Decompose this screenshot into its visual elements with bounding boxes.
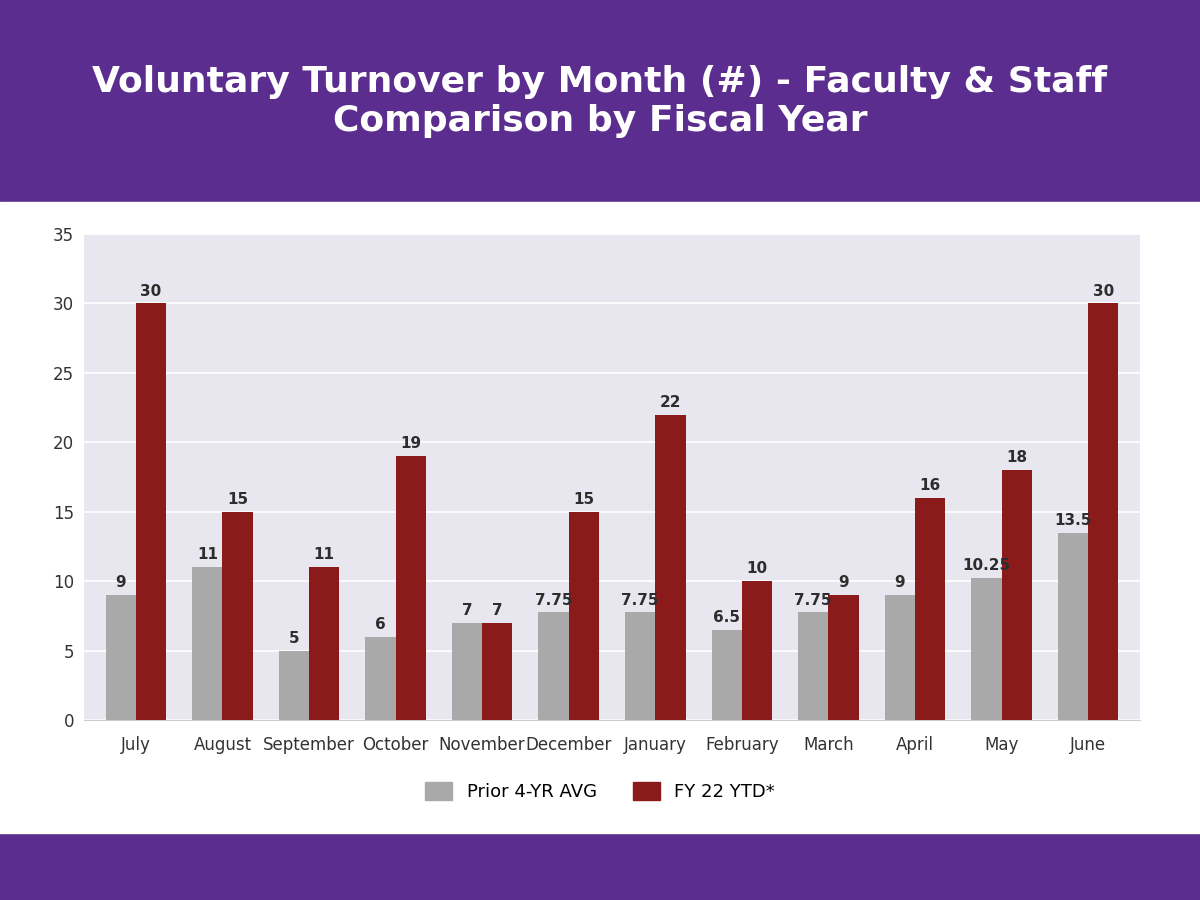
Text: 6: 6 [376, 616, 386, 632]
Bar [828, 595, 859, 720]
Text: 11: 11 [197, 547, 218, 562]
Bar [365, 636, 396, 720]
Text: 22: 22 [660, 395, 682, 410]
Text: 7.75: 7.75 [794, 592, 832, 608]
Text: Voluntary Turnover by Month (#) - Faculty & Staff
Comparison by Fiscal Year: Voluntary Turnover by Month (#) - Facult… [92, 65, 1108, 138]
Legend: Prior 4-YR AVG, FY 22 YTD*: Prior 4-YR AVG, FY 22 YTD* [425, 781, 775, 801]
Text: 7: 7 [462, 603, 473, 618]
Bar [569, 512, 599, 720]
Bar [1002, 470, 1032, 720]
Text: 30: 30 [1092, 284, 1114, 299]
Bar [539, 612, 569, 720]
Text: 11: 11 [313, 547, 335, 562]
Bar [1057, 533, 1088, 720]
Text: 5: 5 [288, 631, 299, 645]
Bar [136, 303, 167, 720]
Bar [310, 567, 340, 720]
Bar [192, 567, 222, 720]
Bar [914, 498, 946, 720]
Bar [742, 581, 772, 720]
Text: 10: 10 [746, 562, 768, 576]
Bar [625, 612, 655, 720]
Bar [1088, 303, 1118, 720]
Bar [798, 612, 828, 720]
Bar [106, 595, 136, 720]
Text: 6.5: 6.5 [713, 610, 740, 625]
Text: 7.75: 7.75 [622, 592, 659, 608]
Text: 16: 16 [919, 478, 941, 493]
Text: 15: 15 [574, 492, 594, 507]
Bar [971, 578, 1002, 720]
Text: 7: 7 [492, 603, 503, 618]
Bar [396, 456, 426, 720]
Text: 10.25: 10.25 [962, 558, 1010, 572]
Bar [222, 512, 253, 720]
Text: 9: 9 [839, 575, 848, 590]
Text: 7.75: 7.75 [535, 592, 572, 608]
Text: 9: 9 [894, 575, 905, 590]
Bar [655, 415, 685, 720]
Text: 9: 9 [115, 575, 126, 590]
Bar [482, 623, 512, 720]
Bar [452, 623, 482, 720]
Bar [712, 630, 742, 720]
Bar [884, 595, 914, 720]
Text: 30: 30 [140, 284, 162, 299]
Text: 13.5: 13.5 [1055, 513, 1092, 527]
Text: 15: 15 [227, 492, 248, 507]
Text: 18: 18 [1006, 450, 1027, 465]
Bar [278, 651, 310, 720]
Text: 19: 19 [400, 436, 421, 451]
